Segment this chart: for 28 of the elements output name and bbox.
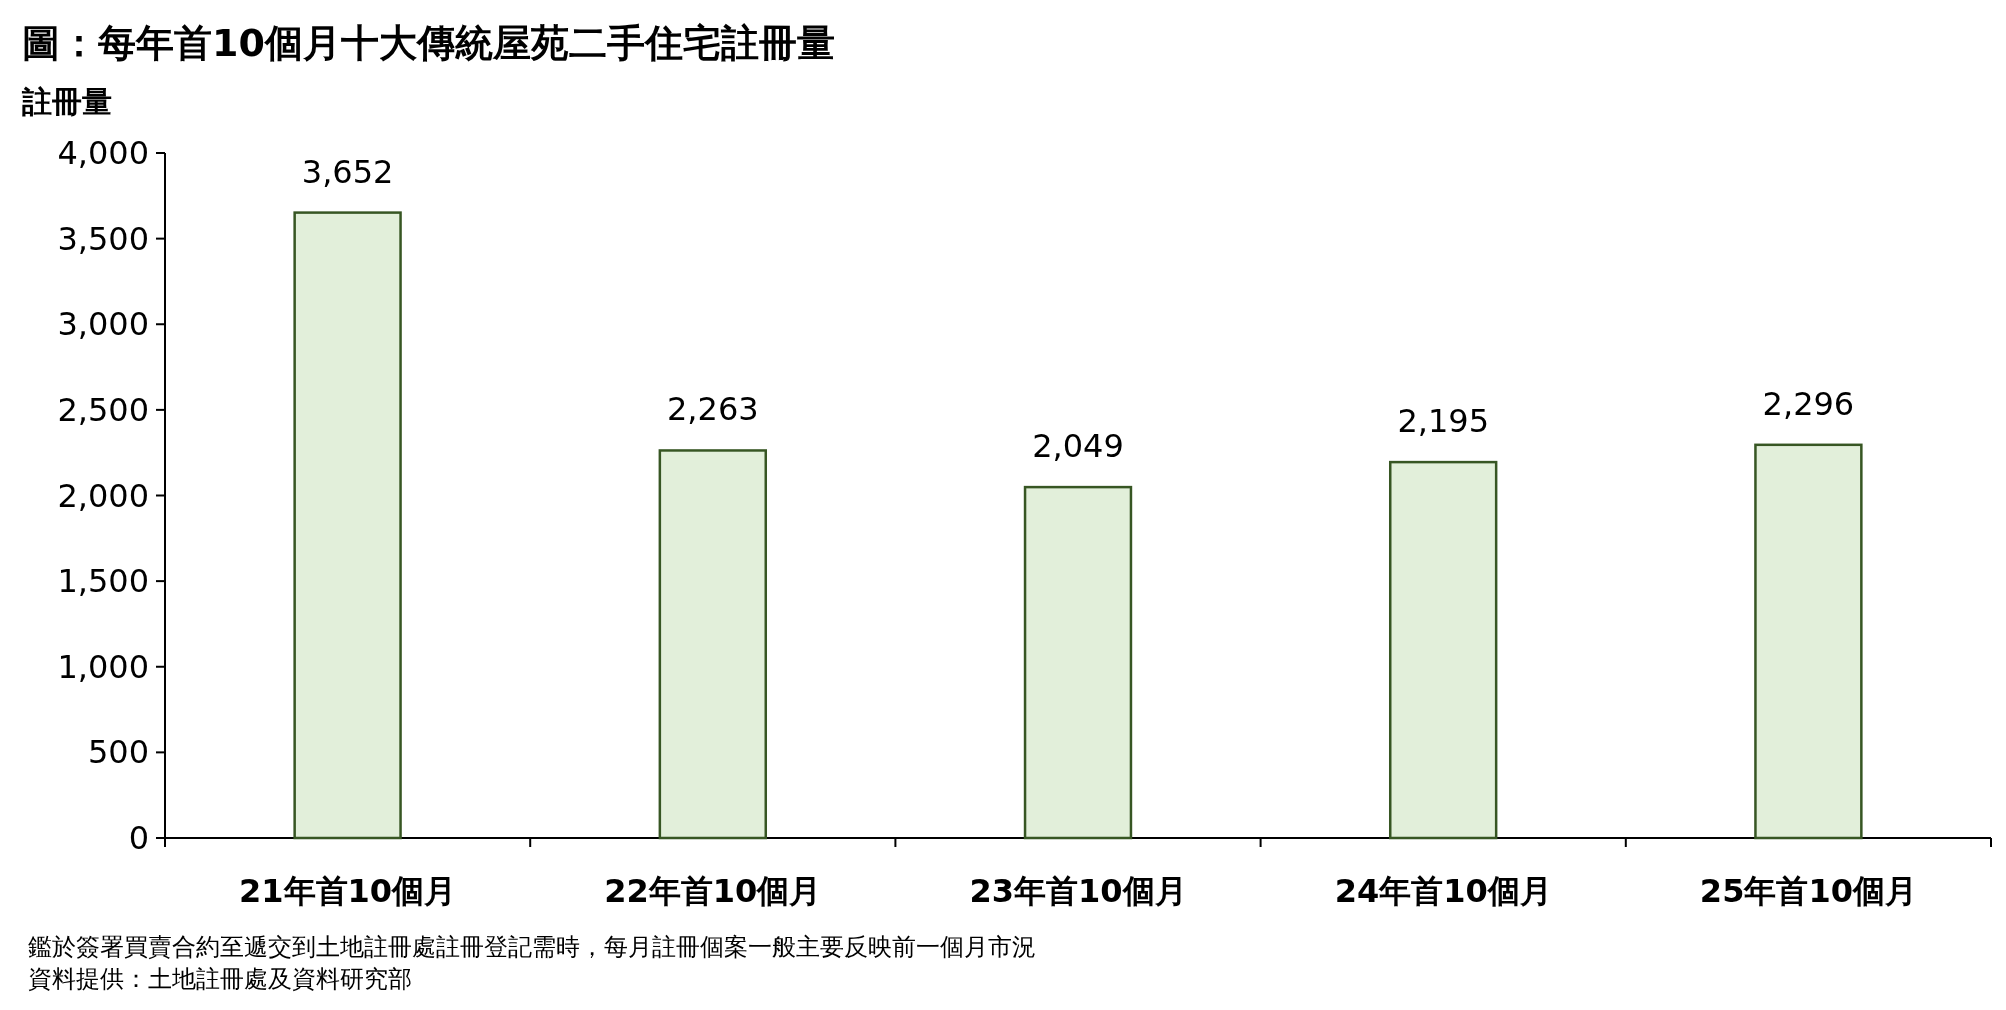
data-label: 2,195 (1397, 402, 1489, 441)
x-tick-label: 25年首10個月 (1699, 872, 1917, 910)
y-tick-label: 2,000 (57, 476, 149, 515)
y-tick-label: 2,500 (57, 390, 149, 429)
bar (1023, 485, 1133, 840)
text: 資料提供：土地註冊處及資料研究部 (28, 965, 412, 993)
y-tick-label: 4,000 (57, 134, 149, 172)
y-tick-label: 3,000 (57, 305, 149, 344)
bar (293, 211, 402, 840)
y-tick-label: 1,500 (57, 562, 149, 601)
bar (658, 449, 767, 840)
x-tick-label: 21年首10個月 (239, 872, 457, 910)
y-tick-label: 500 (87, 733, 149, 772)
text: 鑑於簽署買賣合約至遞交到土地註冊處註冊登記需時，每月註冊個案一般主要反映前一個月市況 (28, 933, 1036, 961)
y-tick-label: 0 (128, 819, 149, 857)
data-label: 2,049 (1032, 427, 1124, 466)
data-label: 3,652 (301, 152, 394, 191)
x-tick-label: 22年首10個月 (604, 872, 822, 910)
y-axis-title: 註冊量 (21, 84, 112, 119)
bar (1389, 460, 1498, 840)
x-tick-label: 24年首10個月 (1334, 872, 1552, 910)
bar (1754, 443, 1863, 840)
chart-title: 圖：每年首10個月十大傳統屋苑二手住宅註冊量 (22, 21, 835, 65)
data-label: 2,263 (667, 390, 759, 429)
x-tick-label: 23年首10個月 (969, 872, 1187, 910)
data-label: 2,296 (1762, 384, 1855, 423)
y-tick-label: 1,000 (57, 647, 149, 686)
y-tick-label: 3,500 (57, 219, 149, 258)
